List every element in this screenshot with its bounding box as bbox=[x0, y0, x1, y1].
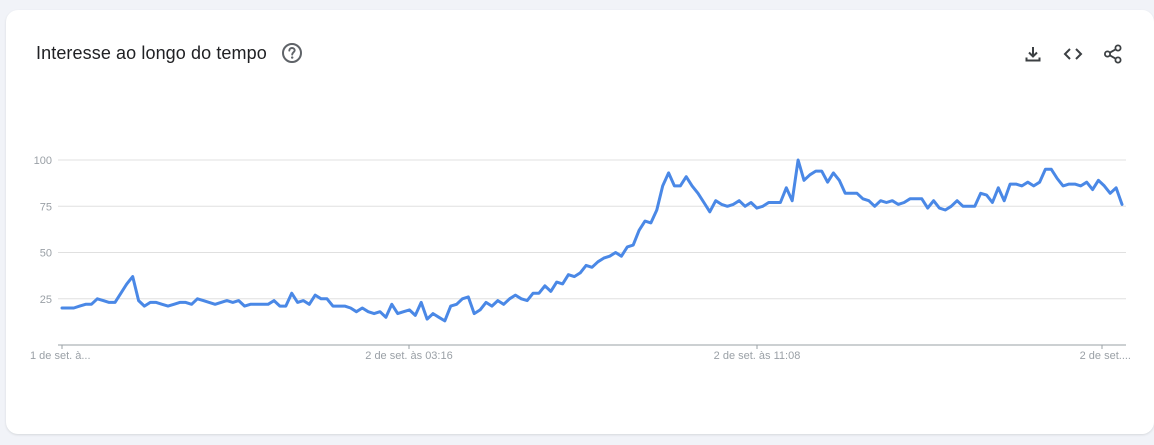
download-button[interactable] bbox=[1022, 43, 1044, 65]
share-button[interactable] bbox=[1102, 43, 1124, 65]
download-icon bbox=[1025, 47, 1041, 62]
x-tick-label: 2 de set.... bbox=[1080, 350, 1131, 362]
share-icon bbox=[1104, 44, 1122, 64]
interest-over-time-card: Interesse ao longo do tempo bbox=[6, 10, 1154, 434]
y-tick-label: 100 bbox=[34, 155, 52, 167]
card-header: Interesse ao longo do tempo bbox=[36, 42, 303, 64]
embed-button[interactable] bbox=[1062, 43, 1084, 65]
card-actions bbox=[1022, 43, 1124, 65]
help-circle-icon[interactable] bbox=[281, 42, 303, 64]
chart-title: Interesse ao longo do tempo bbox=[36, 42, 267, 63]
series-line-0[interactable] bbox=[60, 158, 1124, 323]
x-tick-label: 1 de set. à... bbox=[30, 350, 91, 362]
x-tick-label: 2 de set. às 11:08 bbox=[714, 350, 801, 362]
code-icon bbox=[1063, 48, 1083, 60]
y-tick-label: 25 bbox=[40, 294, 52, 306]
x-tick-label: 2 de set. às 03:16 bbox=[365, 350, 452, 362]
y-tick-label: 50 bbox=[40, 248, 52, 260]
y-tick-label: 75 bbox=[40, 201, 52, 213]
